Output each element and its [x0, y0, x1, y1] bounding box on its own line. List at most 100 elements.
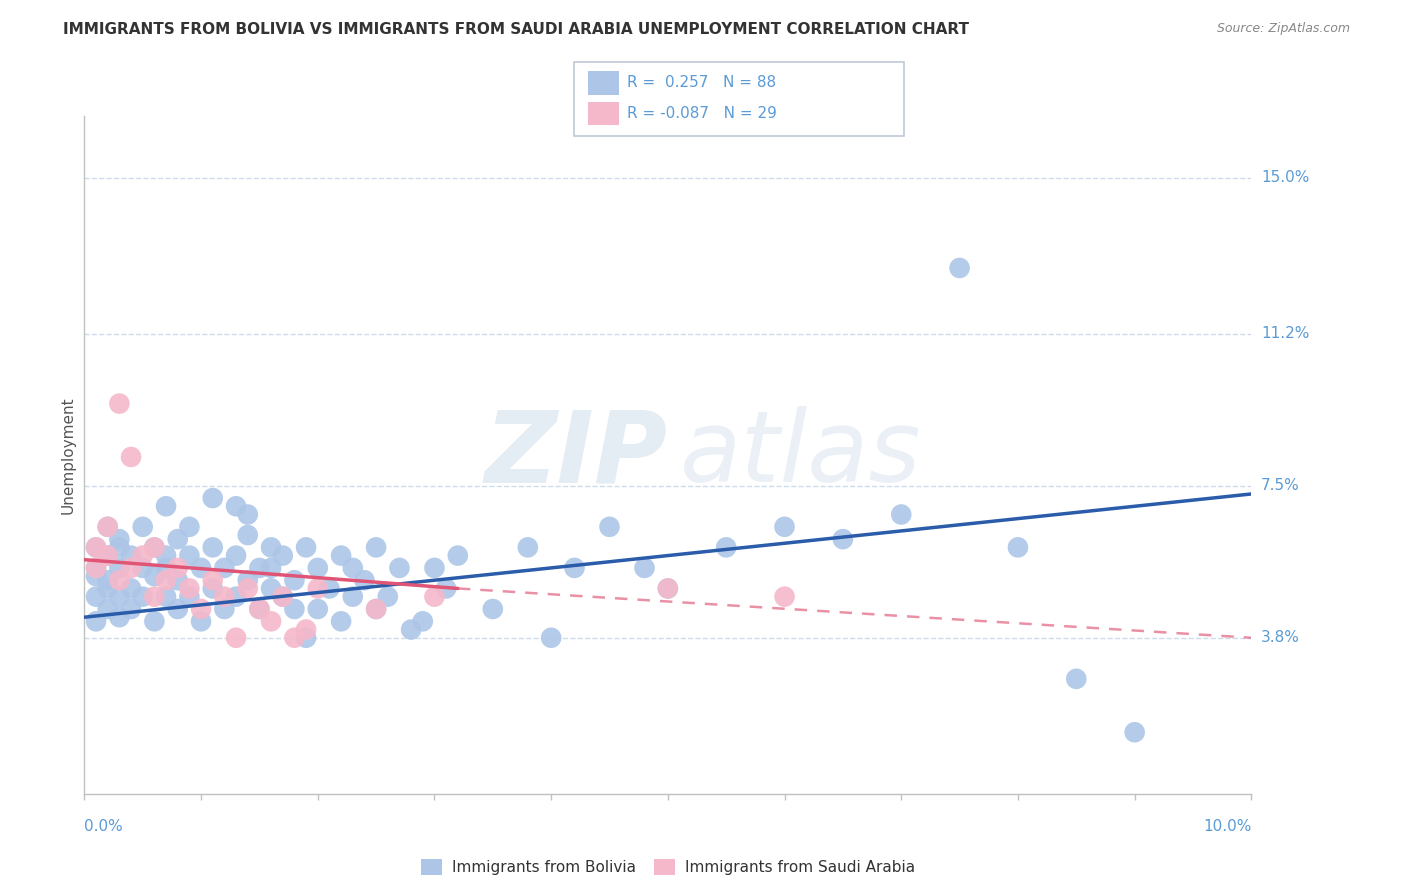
Point — [190, 561, 212, 575]
Point — [295, 631, 318, 645]
Point — [179, 582, 201, 596]
Point — [120, 450, 142, 464]
Text: 0.0%: 0.0% — [84, 819, 124, 834]
Point — [1066, 672, 1088, 686]
Point — [271, 590, 294, 604]
Point — [108, 610, 131, 624]
Point — [714, 541, 737, 555]
Point — [236, 573, 259, 587]
Point — [366, 602, 388, 616]
Point — [271, 590, 294, 604]
Point — [377, 590, 399, 604]
Point — [108, 532, 131, 546]
Point — [108, 541, 131, 555]
Point — [247, 602, 270, 616]
Point — [260, 561, 283, 575]
Point — [260, 615, 283, 629]
Point — [97, 602, 120, 616]
Point — [108, 573, 131, 587]
Point — [307, 561, 329, 575]
Point — [201, 582, 224, 596]
Point — [155, 590, 177, 604]
Point — [132, 561, 155, 575]
Point — [214, 590, 236, 604]
Point — [166, 532, 188, 546]
Point — [434, 582, 457, 596]
Point — [295, 623, 318, 637]
Point — [633, 561, 655, 575]
Y-axis label: Unemployment: Unemployment — [60, 396, 76, 514]
Point — [283, 573, 305, 587]
Point — [295, 541, 318, 555]
Point — [481, 602, 505, 616]
Point — [516, 541, 538, 555]
Point — [201, 573, 224, 587]
Point — [412, 615, 434, 629]
Point — [143, 590, 166, 604]
Point — [1123, 725, 1146, 739]
Point — [283, 602, 305, 616]
Point — [120, 602, 142, 616]
Point — [342, 590, 364, 604]
Point — [120, 582, 142, 596]
Point — [366, 602, 388, 616]
Point — [225, 631, 247, 645]
Point — [564, 561, 586, 575]
Point — [948, 260, 970, 275]
Point — [236, 582, 259, 596]
Point — [97, 549, 120, 563]
Point — [179, 590, 201, 604]
Point — [353, 573, 375, 587]
Point — [890, 508, 912, 522]
Point — [225, 590, 247, 604]
Point — [132, 520, 155, 534]
Point — [388, 561, 411, 575]
Point — [155, 561, 177, 575]
Text: R =  0.257   N = 88: R = 0.257 N = 88 — [627, 76, 776, 90]
Point — [657, 582, 679, 596]
Text: atlas: atlas — [679, 407, 921, 503]
Point — [832, 532, 855, 546]
Point — [166, 573, 188, 587]
Point — [166, 561, 188, 575]
Point — [132, 549, 155, 563]
Point — [84, 615, 107, 629]
Text: 11.2%: 11.2% — [1261, 326, 1309, 342]
Point — [108, 590, 131, 604]
Text: R = -0.087   N = 29: R = -0.087 N = 29 — [627, 106, 778, 120]
Point — [342, 561, 364, 575]
Point — [132, 590, 155, 604]
Point — [108, 396, 131, 410]
Point — [260, 541, 283, 555]
Point — [247, 561, 270, 575]
Point — [599, 520, 621, 534]
Text: Source: ZipAtlas.com: Source: ZipAtlas.com — [1216, 22, 1350, 36]
Point — [143, 541, 166, 555]
Point — [201, 491, 224, 505]
Point — [318, 582, 340, 596]
Point — [330, 549, 353, 563]
Point — [307, 582, 329, 596]
Point — [84, 569, 107, 583]
Point — [260, 582, 283, 596]
Text: IMMIGRANTS FROM BOLIVIA VS IMMIGRANTS FROM SAUDI ARABIA UNEMPLOYMENT CORRELATION: IMMIGRANTS FROM BOLIVIA VS IMMIGRANTS FR… — [63, 22, 969, 37]
Point — [84, 561, 107, 575]
Point — [773, 520, 796, 534]
Point — [657, 582, 679, 596]
Point — [423, 561, 446, 575]
Point — [84, 590, 107, 604]
Point — [179, 520, 201, 534]
Point — [247, 602, 270, 616]
Point — [108, 561, 131, 575]
Point — [155, 500, 177, 514]
Point — [236, 528, 259, 542]
Point — [540, 631, 562, 645]
Point — [214, 561, 236, 575]
Point — [1007, 541, 1029, 555]
Point — [179, 549, 201, 563]
Point — [97, 520, 120, 534]
Point — [155, 549, 177, 563]
Point — [120, 561, 142, 575]
Text: 10.0%: 10.0% — [1204, 819, 1251, 834]
Point — [166, 602, 188, 616]
